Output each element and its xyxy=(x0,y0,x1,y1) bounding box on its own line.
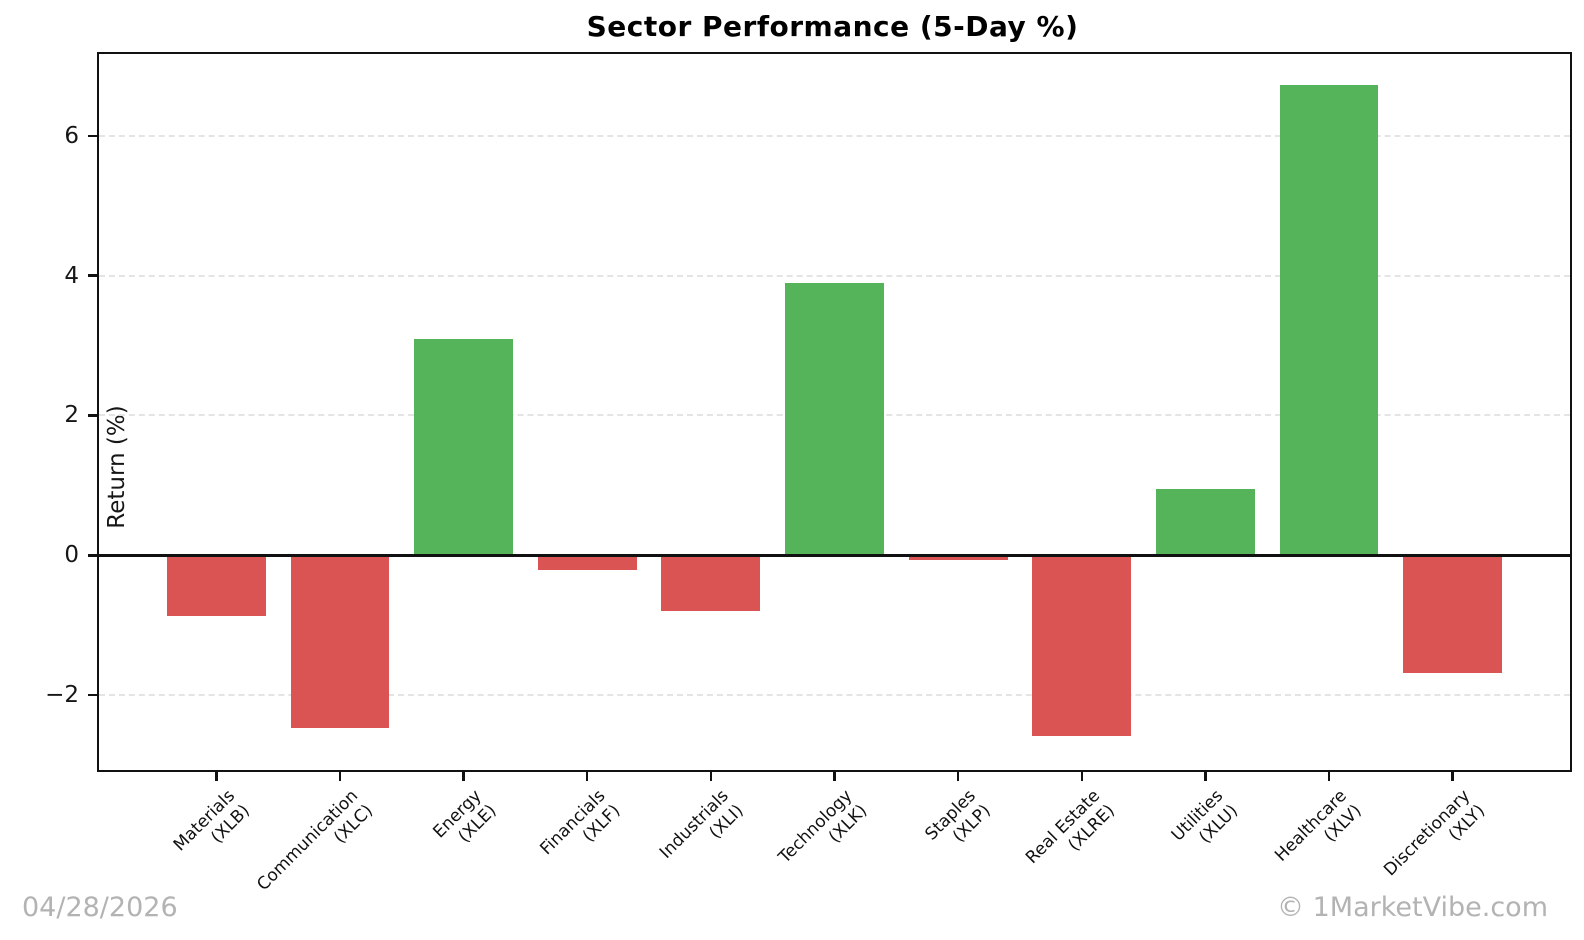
bar-xlp xyxy=(908,555,1008,560)
bar-xlc xyxy=(290,555,390,729)
x-tick-label-xly: Discretionary (XLY) xyxy=(1381,786,1491,896)
x-tick-mark xyxy=(215,772,218,781)
x-tick-mark xyxy=(1204,772,1207,781)
chart-title: Sector Performance (5-Day %) xyxy=(586,10,1079,43)
x-tick-mark xyxy=(956,772,960,781)
y-tick-label: 0 xyxy=(64,542,79,569)
x-tick-label-xlre: Real Estate (XLRE) xyxy=(1022,786,1120,884)
y-tick-label: 4 xyxy=(64,262,79,289)
copyright-watermark: © 1MarketVibe.com xyxy=(1277,892,1548,923)
bar-xly xyxy=(1403,555,1502,674)
x-tick-label-xlv: Healthcare (XLV) xyxy=(1271,786,1367,882)
bar-xlv xyxy=(1279,84,1379,556)
x-tick-mark xyxy=(833,772,836,781)
y-tick-mark xyxy=(88,274,97,277)
x-tick-label-xlf: Financials (XLF) xyxy=(536,786,625,875)
y-tick-mark xyxy=(88,554,97,557)
date-watermark: 04/28/2026 xyxy=(22,892,178,923)
x-tick-label-xlu: Utilities (XLU) xyxy=(1168,786,1243,861)
x-tick-mark xyxy=(1327,772,1331,781)
y-tick-mark xyxy=(88,693,97,697)
x-tick-mark xyxy=(338,772,342,781)
bar-xle xyxy=(414,339,514,556)
x-tick-mark xyxy=(586,772,589,781)
y-tick-mark xyxy=(88,414,97,417)
bar-xlu xyxy=(1155,488,1255,556)
y-tick-mark xyxy=(88,134,97,137)
x-tick-label-xli: Industrials (XLI) xyxy=(656,786,749,879)
x-tick-label-xlk: Technology (XLK) xyxy=(775,786,872,883)
x-tick-label-xle: Energy (XLE) xyxy=(430,786,502,858)
x-tick-label-xlp: Staples (XLP) xyxy=(922,786,996,860)
y-axis-title: Return (%) xyxy=(104,405,130,529)
x-tick-label-xlc: Communication (XLC) xyxy=(253,786,378,911)
y-tick-label: 2 xyxy=(64,402,79,429)
bar-xli xyxy=(661,555,761,612)
y-tick-label: −2 xyxy=(45,682,79,709)
x-tick-label-xlb: Materials (XLB) xyxy=(169,786,254,871)
gridline-y6 xyxy=(99,134,1570,137)
gridline-y4 xyxy=(99,274,1570,277)
x-tick-mark xyxy=(1080,772,1083,781)
x-tick-mark xyxy=(709,772,713,781)
bar-xlre xyxy=(1032,555,1132,736)
zero-baseline xyxy=(99,554,1570,557)
plot-area: Return (%) −2 0 2 4 6 Materials (XLB) Communica… xyxy=(45,52,1572,895)
x-tick-mark xyxy=(1451,772,1454,781)
bar-xlk xyxy=(785,282,884,556)
x-tick-mark xyxy=(462,772,465,781)
gridline-y-2 xyxy=(99,694,1570,697)
bar-xlb xyxy=(166,555,266,617)
bar-xlf xyxy=(537,555,637,570)
y-tick-label: 6 xyxy=(64,122,79,149)
